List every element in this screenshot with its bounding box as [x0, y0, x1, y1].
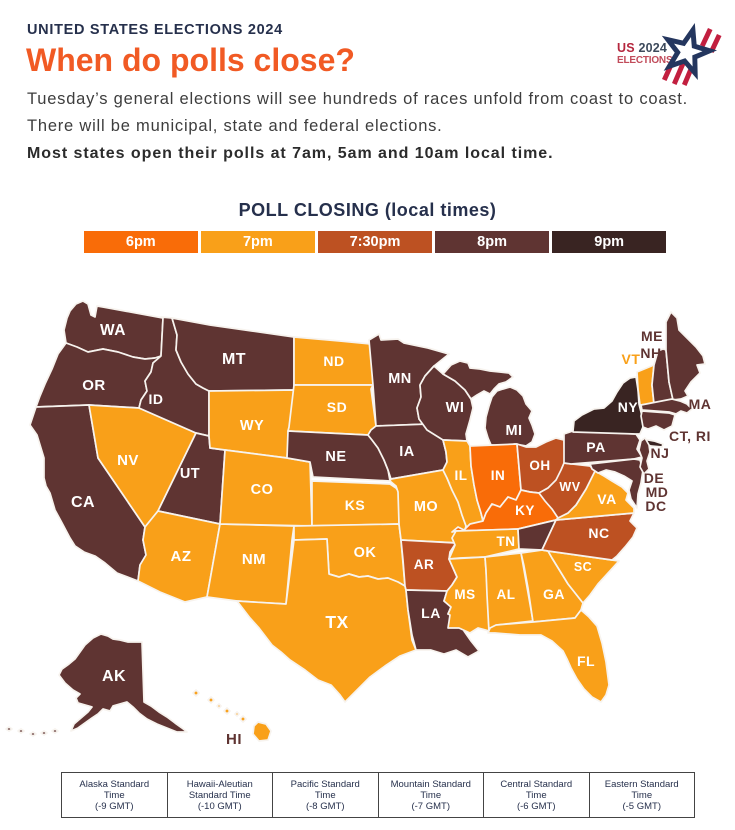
svg-text:NE: NE: [325, 449, 346, 465]
svg-text:MI: MI: [505, 423, 522, 439]
svg-text:MT: MT: [222, 351, 246, 368]
svg-text:DE: DE: [644, 470, 664, 486]
svg-text:LA: LA: [421, 605, 441, 621]
svg-text:VA: VA: [597, 491, 616, 507]
svg-text:NV: NV: [117, 452, 139, 469]
svg-text:MA: MA: [689, 396, 712, 412]
svg-text:IA: IA: [399, 444, 415, 460]
svg-text:NM: NM: [242, 551, 266, 568]
svg-text:IN: IN: [491, 468, 506, 483]
svg-text:OH: OH: [529, 458, 550, 473]
svg-text:MD: MD: [646, 484, 669, 500]
svg-text:WA: WA: [100, 322, 126, 339]
svg-text:TN: TN: [497, 534, 516, 549]
svg-text:CA: CA: [71, 494, 95, 511]
svg-text:KS: KS: [345, 497, 365, 513]
svg-text:MO: MO: [414, 499, 438, 515]
svg-text:NC: NC: [588, 525, 609, 541]
svg-text:WV: WV: [559, 480, 580, 494]
svg-text:AZ: AZ: [171, 548, 192, 565]
svg-text:OR: OR: [82, 377, 106, 394]
svg-text:CT, RI: CT, RI: [669, 428, 711, 444]
svg-text:PA: PA: [586, 439, 605, 455]
svg-text:DC: DC: [645, 498, 666, 514]
svg-text:AL: AL: [497, 587, 516, 602]
svg-text:AK: AK: [102, 668, 126, 685]
svg-text:ID: ID: [149, 391, 164, 407]
svg-text:KY: KY: [515, 503, 535, 518]
svg-text:SC: SC: [574, 560, 592, 574]
svg-text:FL: FL: [577, 653, 595, 669]
svg-text:GA: GA: [543, 586, 565, 602]
svg-text:CO: CO: [251, 482, 274, 498]
svg-text:NH: NH: [640, 345, 661, 361]
svg-text:IL: IL: [455, 468, 468, 483]
svg-text:OK: OK: [354, 545, 377, 561]
svg-text:WI: WI: [446, 400, 465, 416]
svg-text:AR: AR: [414, 557, 435, 572]
svg-text:ELECTIONS: ELECTIONS: [617, 55, 673, 66]
svg-text:UT: UT: [180, 466, 200, 482]
svg-text:NY: NY: [618, 399, 639, 415]
svg-text:MN: MN: [388, 371, 412, 387]
svg-text:ME: ME: [641, 328, 663, 344]
svg-text:SD: SD: [327, 399, 347, 415]
svg-text:NJ: NJ: [651, 445, 670, 461]
svg-text:WY: WY: [240, 418, 264, 434]
svg-text:TX: TX: [325, 612, 348, 632]
svg-text:HI: HI: [226, 731, 242, 748]
svg-text:ND: ND: [323, 353, 344, 369]
svg-text:US 2024: US 2024: [617, 41, 667, 55]
svg-text:MS: MS: [454, 587, 475, 602]
svg-text:VT: VT: [622, 351, 641, 367]
